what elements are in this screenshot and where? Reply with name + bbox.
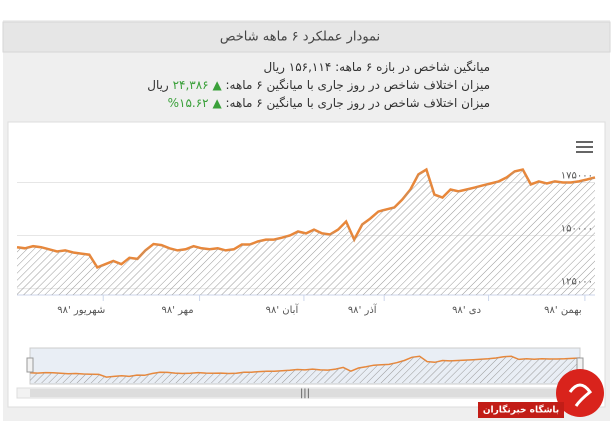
x-tick-label: آبان '۹۸	[266, 303, 300, 316]
stat-unit: ریال	[147, 78, 169, 92]
x-tick-label: مهر '۹۸	[161, 305, 193, 316]
navigator-area	[30, 356, 580, 383]
scroll-grip: |||	[300, 388, 310, 399]
logo	[556, 369, 604, 417]
stat-label: میزان اختلاف شاخص در روز جاری با میانگین…	[225, 96, 491, 110]
chart-title: نمودار عملکرد ۶ ماهه شاخص	[220, 30, 380, 45]
header-bar	[2, 21, 611, 53]
stat-value: ۱۵۶,۱۱۴ ریال	[263, 60, 332, 74]
stat-value: ۱۵.۶۲%	[167, 96, 209, 110]
menu-icon[interactable]	[576, 141, 593, 153]
stat-label: میانگین شاخص در بازه ۶ ماهه:	[335, 60, 490, 74]
logo-icon	[568, 383, 593, 407]
x-tick-label: دی '۹۸	[452, 305, 481, 316]
stat-line: میزان اختلاف شاخص در روز جاری با میانگین…	[147, 78, 490, 92]
x-tick-label: بهمن '۹۸	[544, 305, 581, 316]
y-tick-label: ۱۷۵۰۰۰	[561, 170, 593, 181]
x-tick-label: شهریور '۹۸	[57, 305, 105, 316]
up-arrow: ▲	[212, 96, 222, 110]
nav-handle[interactable]	[26, 357, 34, 373]
stat-line: میزان اختلاف شاخص در روز جاری با میانگین…	[168, 96, 490, 110]
series-area	[17, 169, 595, 295]
stat-line: میانگین شاخص در بازه ۶ ماهه: ۱۵۶,۱۱۴ ریا…	[263, 60, 490, 74]
stat-value: ۲۴,۳۸۶	[172, 78, 209, 92]
up-arrow: ▲	[212, 78, 222, 92]
scroll-thumb[interactable]	[30, 389, 580, 397]
watermark: باشگاه خبرنگاران	[483, 404, 559, 416]
y-tick-label: ۱۵۰۰۰۰	[561, 224, 593, 235]
logo-banner	[478, 402, 564, 418]
stat-label: میزان اختلاف شاخص در روز جاری با میانگین…	[225, 78, 491, 92]
x-tick-label: آذر '۹۸	[348, 303, 378, 316]
y-tick-label: ۱۲۵۰۰۰	[561, 277, 593, 288]
